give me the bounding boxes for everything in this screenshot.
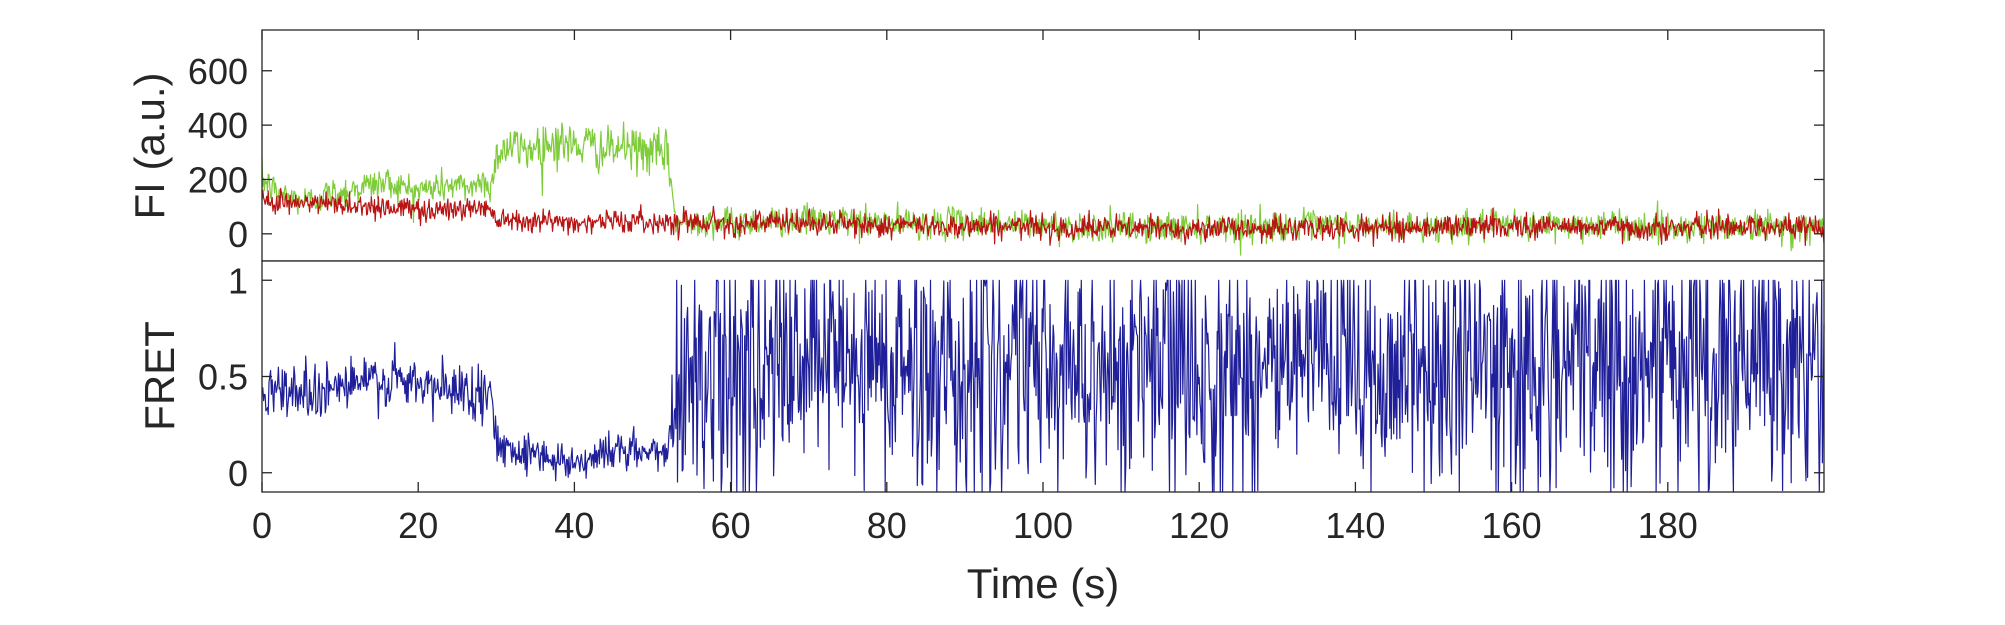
series-line-red bbox=[261, 187, 1825, 247]
fluorescence-traces bbox=[261, 121, 1825, 256]
x-tick-label: 0 bbox=[252, 505, 272, 546]
y-tick-label: 0 bbox=[228, 214, 248, 255]
series-line-blue bbox=[261, 279, 1825, 493]
time-x-ticks: 0 20 40 60 80 100 120 140 160 180 bbox=[252, 30, 1698, 546]
x-tick-label: 100 bbox=[1013, 505, 1073, 546]
fluorescence-y-ticks: 0 200 400 600 bbox=[188, 51, 1824, 255]
x-tick-label: 60 bbox=[711, 505, 751, 546]
fret-panel: 00.51 0 20 40 60 80 100 120 140 160 180 FRET Time… bbox=[136, 30, 1825, 607]
fluorescence-panel: 0 200 400 600 FI (a.u.) bbox=[126, 29, 1825, 262]
x-tick-label: 120 bbox=[1169, 505, 1229, 546]
x-tick-label: 140 bbox=[1325, 505, 1385, 546]
x-tick-label: 80 bbox=[867, 505, 907, 546]
y-tick-label: 0 bbox=[228, 453, 248, 494]
y-tick-label: 200 bbox=[188, 159, 248, 200]
x-tick-label: 180 bbox=[1638, 505, 1698, 546]
y-tick-label: 400 bbox=[188, 105, 248, 146]
y-tick-label: 0.5 bbox=[198, 357, 248, 398]
fluorescence-y-axis-label: FI (a.u.) bbox=[126, 72, 173, 219]
fret-y-axis-label: FRET bbox=[136, 321, 183, 431]
x-tick-label: 40 bbox=[554, 505, 594, 546]
x-tick-label: 20 bbox=[398, 505, 438, 546]
y-tick-label: 1 bbox=[228, 260, 248, 301]
time-x-axis-label: Time (s) bbox=[967, 560, 1119, 607]
fret-traces bbox=[261, 279, 1825, 493]
y-tick-label: 600 bbox=[188, 51, 248, 92]
x-tick-label: 160 bbox=[1482, 505, 1542, 546]
fret-y-ticks: 00.51 bbox=[198, 260, 1824, 494]
